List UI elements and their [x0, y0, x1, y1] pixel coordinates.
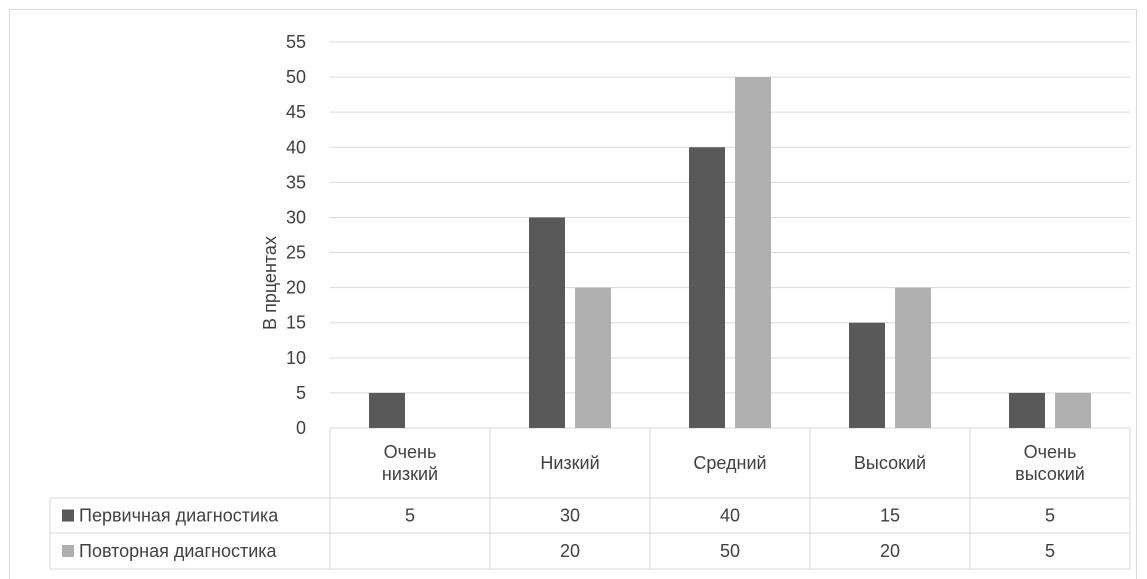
- y-tick-label: 55: [286, 32, 306, 52]
- y-tick-label: 35: [286, 172, 306, 192]
- bar-primary: [689, 147, 725, 429]
- data-table-value: 30: [560, 506, 580, 526]
- bar-primary: [1009, 392, 1045, 428]
- bar-primary: [529, 217, 565, 428]
- data-table-value: 40: [720, 506, 740, 526]
- y-tick-label: 20: [286, 278, 306, 298]
- y-tick-label: 0: [296, 418, 306, 438]
- y-tick-label: 10: [286, 348, 306, 368]
- y-tick-label: 15: [286, 313, 306, 333]
- y-tick-label: 40: [286, 137, 306, 157]
- bar-primary: [849, 322, 885, 428]
- category-label: низкий: [382, 464, 438, 484]
- y-axis-label: В прцентах: [260, 236, 280, 330]
- category-label: Очень: [384, 442, 437, 462]
- data-table-value: 15: [880, 506, 900, 526]
- bar-repeat: [735, 77, 771, 428]
- y-tick-label: 30: [286, 207, 306, 227]
- data-table-value: 50: [720, 541, 740, 561]
- category-label: Средний: [693, 453, 766, 473]
- legend-key: [62, 509, 74, 522]
- y-tick-label: 50: [286, 67, 306, 87]
- bar-repeat: [895, 287, 931, 428]
- bar-primary: [369, 392, 405, 428]
- y-tick-label: 5: [296, 383, 306, 403]
- y-tick-label: 45: [286, 102, 306, 122]
- legend-label: Повторная диагностика: [79, 541, 278, 561]
- data-table-value: 5: [1045, 541, 1055, 561]
- category-label: Очень: [1024, 442, 1077, 462]
- data-table-value: 20: [560, 541, 580, 561]
- data-table-value: 20: [880, 541, 900, 561]
- data-table-value: 5: [405, 506, 415, 526]
- bar-repeat: [1055, 392, 1091, 428]
- legend-key: [62, 545, 74, 557]
- category-label: Низкий: [540, 453, 599, 473]
- category-label: Высокий: [854, 453, 926, 473]
- legend-label: Первичная диагностика: [79, 506, 279, 526]
- category-label: высокий: [1015, 464, 1085, 484]
- data-table-value: 5: [1045, 506, 1055, 526]
- bar-repeat: [575, 287, 611, 428]
- y-tick-label: 25: [286, 243, 306, 263]
- chart-frame: [9, 9, 1137, 579]
